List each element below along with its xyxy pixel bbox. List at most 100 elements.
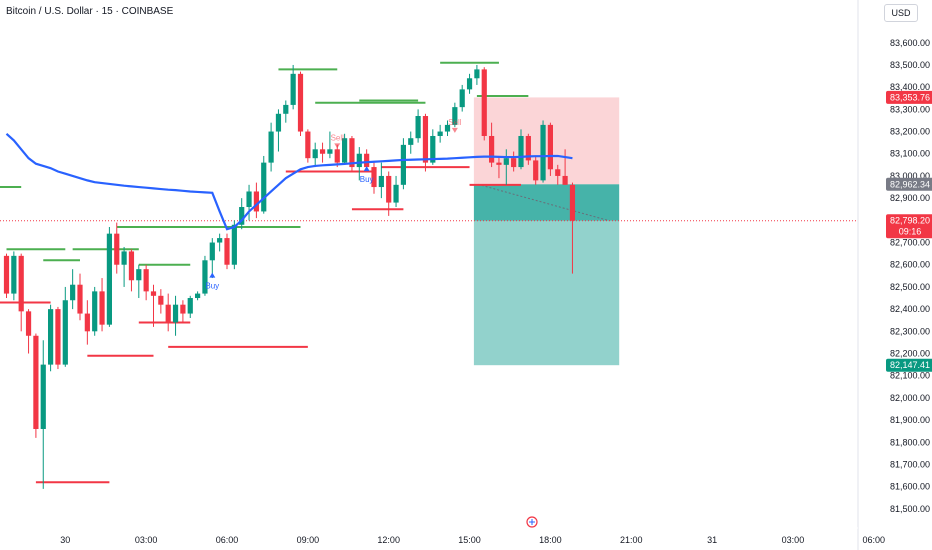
candle-body[interactable]	[121, 251, 127, 265]
candle-body[interactable]	[224, 238, 230, 265]
candle-body[interactable]	[356, 153, 362, 168]
candle-body[interactable]	[231, 224, 237, 265]
candle-body[interactable]	[92, 291, 98, 332]
candle-body[interactable]	[437, 131, 443, 136]
candle-body[interactable]	[136, 269, 142, 281]
candle-body[interactable]	[452, 107, 458, 125]
candle-body[interactable]	[187, 298, 193, 314]
candle-body[interactable]	[261, 162, 267, 212]
candle-body[interactable]	[3, 255, 10, 294]
candle-body[interactable]	[466, 78, 473, 90]
candle-body[interactable]	[496, 162, 502, 165]
candle-body[interactable]	[275, 113, 282, 132]
y-tick-label: 83,000.00	[890, 171, 930, 181]
candle-body[interactable]	[180, 304, 186, 314]
candle-body[interactable]	[459, 89, 465, 108]
candle-body[interactable]	[518, 135, 524, 168]
candle-body[interactable]	[481, 69, 487, 136]
candle-body[interactable]	[555, 169, 561, 176]
candle-body[interactable]	[474, 69, 480, 79]
take-profit-zone[interactable]	[473, 220, 620, 366]
candle-body[interactable]	[253, 191, 259, 212]
x-tick-label: 18:00	[539, 535, 562, 545]
candle-body[interactable]	[562, 175, 568, 185]
candle-body[interactable]	[334, 149, 340, 163]
candle-body[interactable]	[327, 149, 333, 154]
price-tag-label: 82,147.41	[890, 360, 930, 370]
vwap-line[interactable]	[5, 132, 573, 231]
plot-area[interactable]	[0, 0, 858, 520]
candle-body[interactable]	[18, 255, 24, 312]
candle-body[interactable]	[33, 335, 39, 429]
candle-body[interactable]	[371, 167, 377, 188]
x-tick-label: 30	[60, 535, 70, 545]
candle-body[interactable]	[364, 153, 370, 168]
y-tick-label: 82,500.00	[890, 282, 930, 292]
y-tick-label: 82,900.00	[890, 193, 930, 203]
candle-body[interactable]	[239, 207, 245, 225]
candle-body[interactable]	[209, 242, 215, 261]
candle-body[interactable]	[393, 184, 399, 203]
candle-body[interactable]	[430, 135, 436, 163]
price-tag-last	[886, 214, 932, 239]
stop-loss-zone[interactable]	[473, 97, 620, 185]
candle-body[interactable]	[40, 364, 46, 429]
candle-body[interactable]	[422, 116, 429, 163]
candle-body[interactable]	[99, 291, 105, 325]
candle-body[interactable]	[290, 73, 296, 105]
y-tick-label: 83,400.00	[890, 82, 930, 92]
candle-body[interactable]	[268, 131, 274, 163]
candle-body[interactable]	[172, 304, 179, 323]
candle-body[interactable]	[408, 138, 414, 145]
candle-body[interactable]	[312, 149, 318, 159]
candle-body[interactable]	[195, 293, 201, 299]
candle-body[interactable]	[297, 73, 304, 132]
candle-body[interactable]	[77, 284, 83, 314]
candle-body[interactable]	[489, 135, 495, 163]
goto-realtime-icon[interactable]	[526, 516, 538, 528]
price-tag-countdown: 09:16	[899, 227, 922, 237]
candle-body[interactable]	[540, 124, 546, 181]
candle-body[interactable]	[114, 233, 120, 265]
y-tick-label: 82,600.00	[890, 260, 930, 270]
candle-body[interactable]	[386, 175, 392, 203]
candle-body[interactable]	[444, 124, 451, 132]
candle-body[interactable]	[84, 313, 90, 332]
candle-body[interactable]	[342, 138, 348, 163]
candle-body[interactable]	[547, 124, 553, 170]
candle-body[interactable]	[378, 175, 384, 188]
candle-body[interactable]	[150, 291, 157, 296]
candle-body[interactable]	[217, 238, 223, 243]
candle-body[interactable]	[106, 233, 112, 325]
candle-body[interactable]	[128, 251, 135, 281]
sell-signal-icon	[451, 127, 458, 133]
candle-body[interactable]	[165, 304, 171, 323]
candle-body[interactable]	[48, 309, 54, 365]
candle-body[interactable]	[11, 255, 17, 294]
candle-body[interactable]	[525, 135, 531, 161]
candle-body[interactable]	[415, 116, 421, 139]
candle-body[interactable]	[25, 311, 32, 336]
profit-filled-zone[interactable]	[473, 184, 620, 221]
candle-body[interactable]	[533, 160, 539, 181]
candle-body[interactable]	[62, 300, 68, 365]
candle-body[interactable]	[55, 309, 61, 365]
symbol-title[interactable]: Bitcoin / U.S. Dollar · 15 · COINBASE	[6, 6, 174, 17]
candle-body[interactable]	[70, 284, 76, 301]
sell-signal-label: Sell	[331, 133, 345, 142]
candle-body[interactable]	[349, 138, 355, 168]
candle-body[interactable]	[503, 158, 509, 165]
candle-body[interactable]	[305, 131, 311, 159]
candle-body[interactable]	[511, 158, 517, 168]
candle-body[interactable]	[246, 191, 252, 208]
candle-body[interactable]	[319, 149, 326, 154]
candle-body[interactable]	[202, 260, 208, 294]
candle-body[interactable]	[400, 144, 406, 185]
currency-button[interactable]: USD	[884, 4, 918, 22]
y-tick-label: 81,500.00	[890, 504, 930, 514]
candle-body[interactable]	[569, 184, 576, 221]
candle-body[interactable]	[158, 295, 164, 305]
candle-body[interactable]	[283, 104, 289, 114]
candle-body[interactable]	[143, 269, 149, 292]
